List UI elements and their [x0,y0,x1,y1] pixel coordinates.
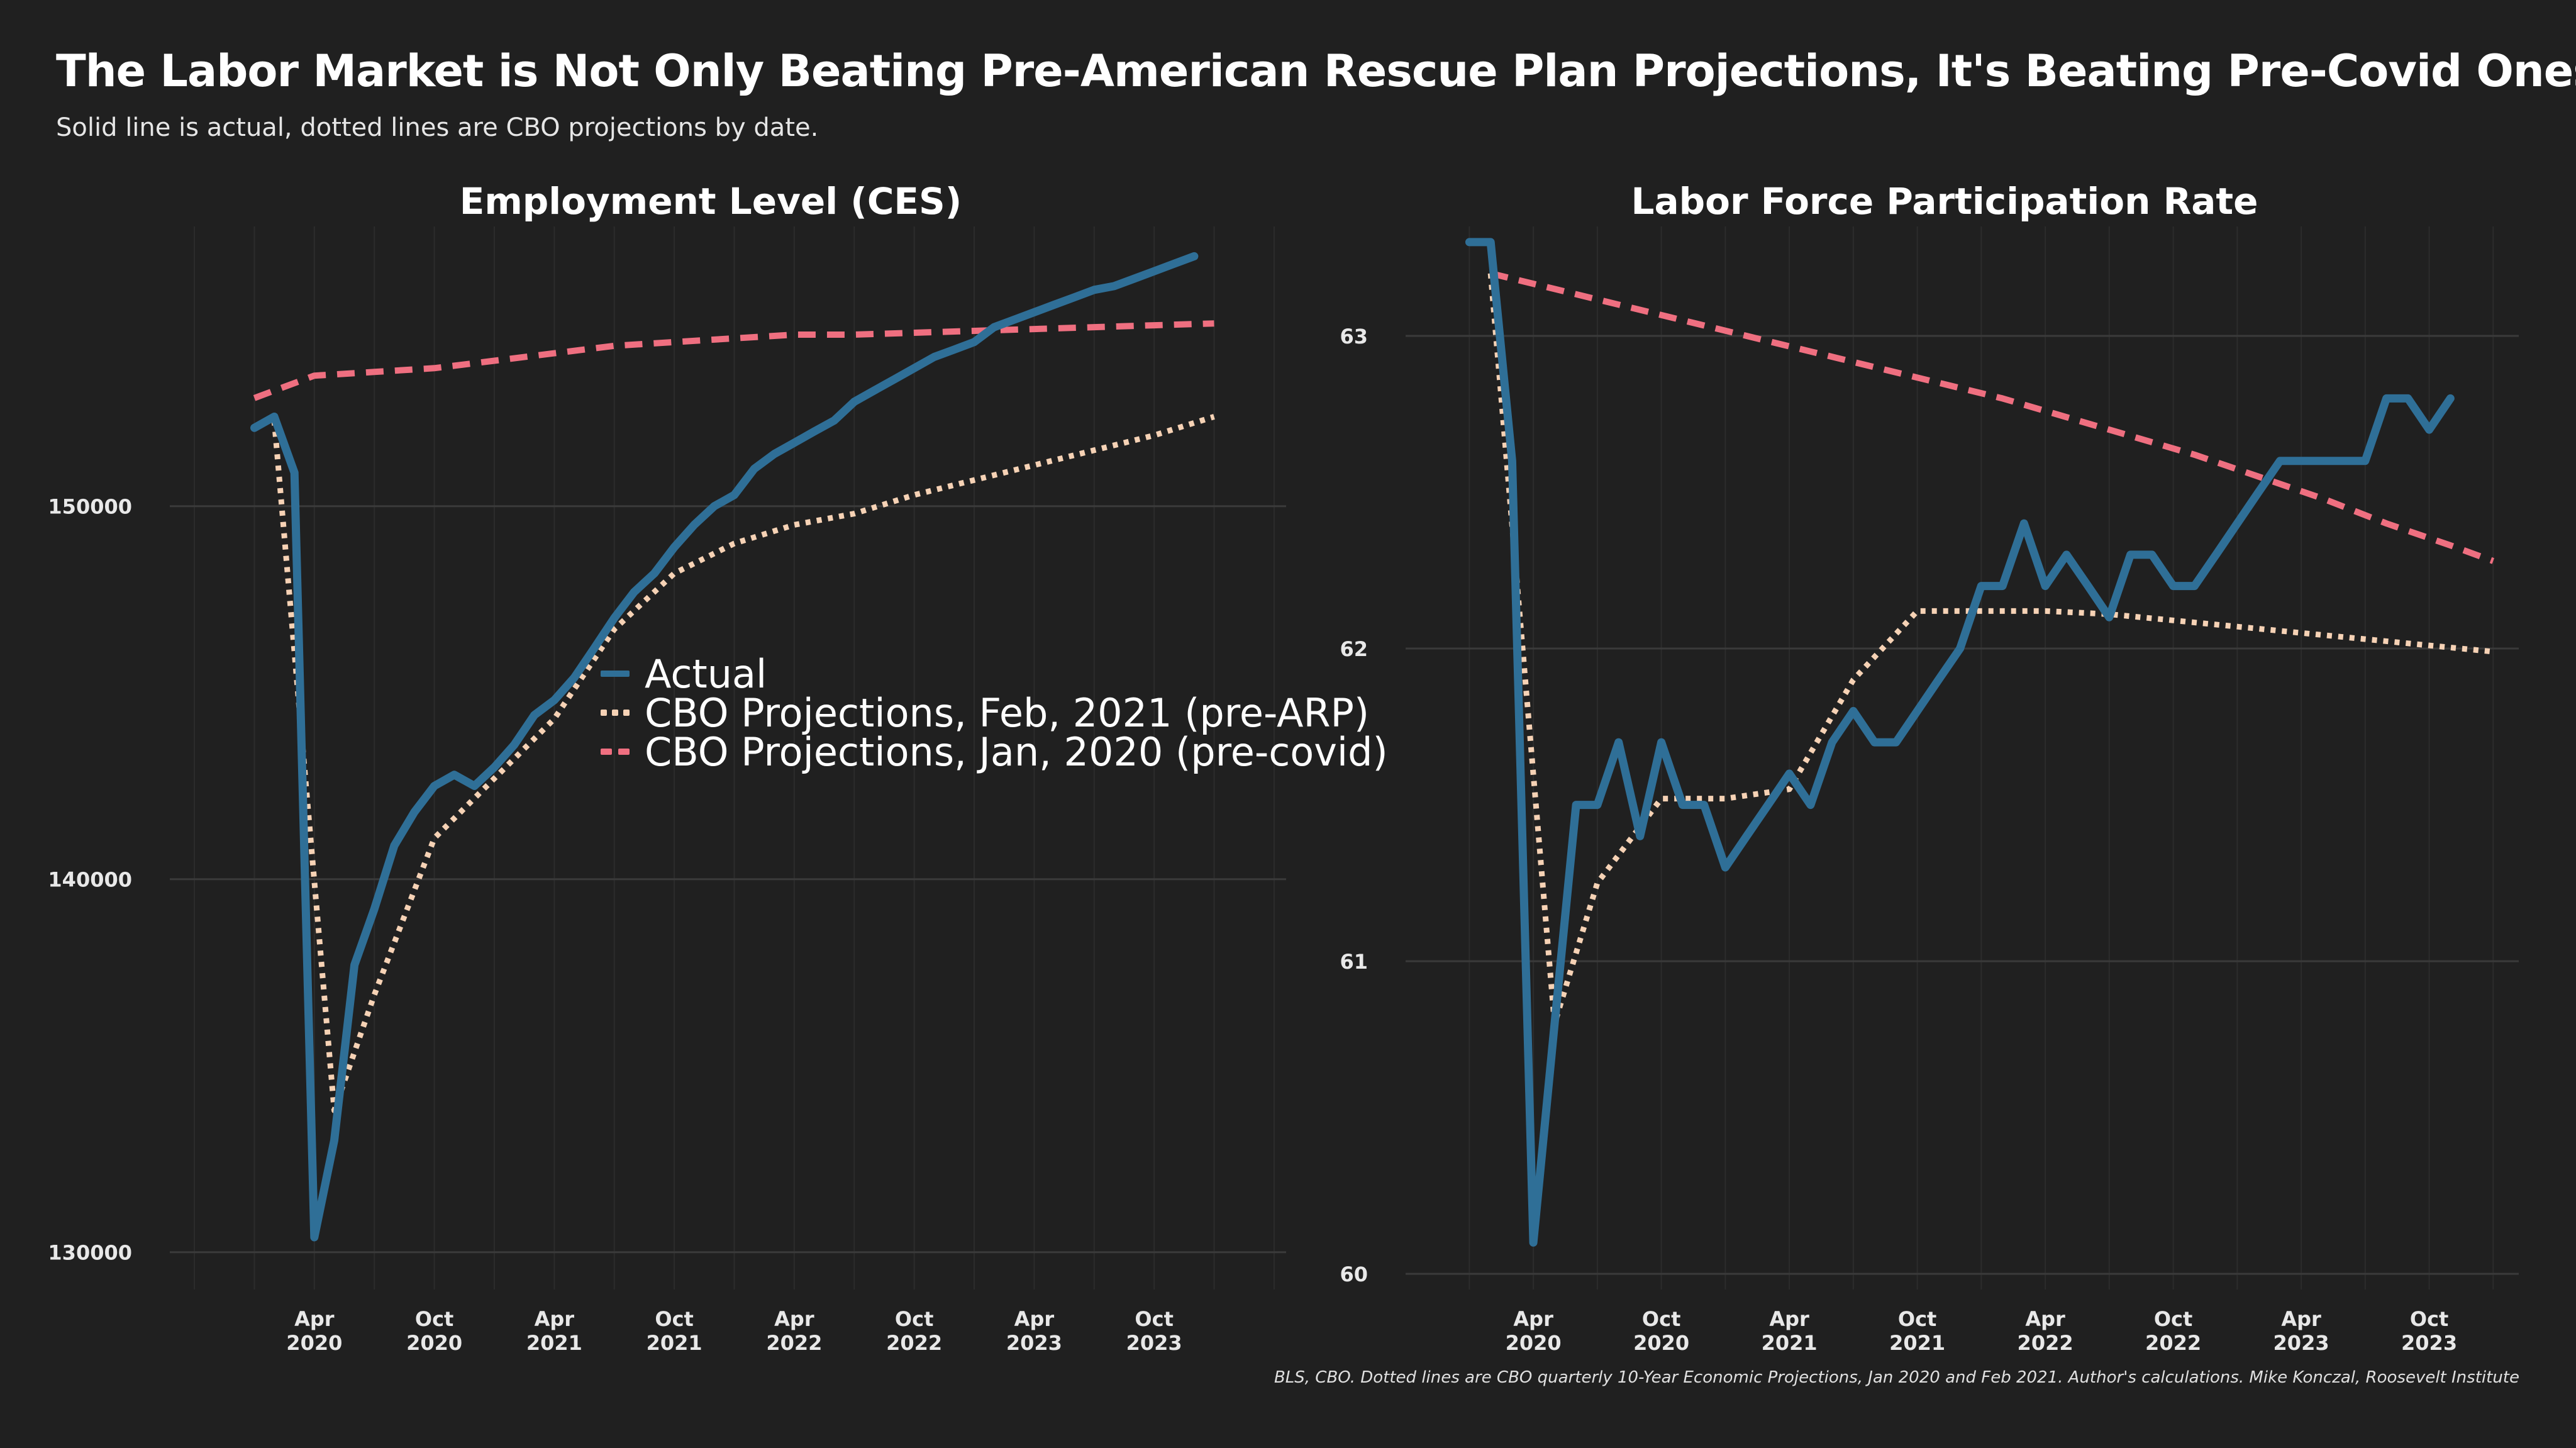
page-title: The Labor Market is Not Only Beating Pre… [56,45,2576,97]
legend-item-feb2021: CBO Projections, Feb, 2021 (pre-ARP) [601,690,1388,736]
x-tick-label: 2021 [1889,1331,1945,1355]
series-line-cbo-jan-2020 [253,320,1214,401]
x-tick-label: 2020 [286,1331,342,1355]
series-line-actual [1465,238,2455,1247]
x-tick-label: 2020 [406,1331,462,1355]
legend: Actual CBO Projections, Feb, 2021 (pre-A… [601,651,1388,775]
x-tick-label: 2021 [1762,1331,1818,1355]
y-tick-label: 140000 [48,868,132,892]
legend-key-jan2020 [601,749,632,755]
x-tick-label: Apr [1513,1307,1553,1331]
x-tick-label: Oct [415,1307,453,1331]
x-tick-label: 2023 [1006,1331,1062,1355]
page-subtitle: Solid line is actual, dotted lines are C… [56,113,819,142]
x-tick-label: Apr [1769,1307,1809,1331]
source-caption: BLS, CBO. Dotted lines are CBO quarterly… [1274,1368,2519,1387]
x-tick-label: Apr [1014,1307,1055,1331]
x-tick-label: 2020 [1506,1331,1562,1355]
legend-label-actual: Actual [645,650,767,697]
series-line-cbo-jan-2020 [1490,270,2495,564]
legend-key-actual [601,671,632,677]
x-tick-label: Oct [655,1307,693,1331]
y-tick-label: 130000 [48,1241,132,1265]
y-tick-label: 60 [1340,1262,1368,1286]
x-tick-label: Apr [774,1307,814,1331]
x-tick-label: Oct [1642,1307,1680,1331]
x-tick-label: 2023 [2273,1331,2329,1355]
x-tick-label: 2021 [647,1331,702,1355]
x-tick-label: Apr [2281,1307,2321,1331]
y-tick-label: 61 [1340,950,1368,974]
x-tick-label: 2022 [766,1331,822,1355]
panel-title: Labor Force Participation Rate [1631,180,2258,223]
x-tick-label: 2023 [2401,1331,2457,1355]
series-line-cbo-feb-2021 [1487,273,2494,1027]
x-tick-label: Apr [535,1307,575,1331]
x-tick-label: 2022 [2018,1331,2074,1355]
x-tick-label: 2020 [1633,1331,1689,1355]
legend-item-jan2020: CBO Projections, Jan, 2020 (pre-covid) [601,729,1388,775]
x-tick-label: Oct [2410,1307,2448,1331]
x-tick-label: 2022 [886,1331,942,1355]
panel-title: Employment Level (CES) [460,180,962,223]
x-tick-label: Oct [1898,1307,1936,1331]
x-tick-label: Oct [895,1307,933,1331]
x-tick-label: 2021 [526,1331,582,1355]
x-tick-label: Oct [2154,1307,2192,1331]
panel-lfpr: Labor Force Participation Rate60616263Ap… [1340,180,2519,1355]
x-tick-label: Apr [294,1307,335,1331]
x-tick-label: 2022 [2145,1331,2201,1355]
legend-item-actual: Actual [601,651,1388,697]
x-tick-label: Apr [2025,1307,2065,1331]
legend-label-feb2021: CBO Projections, Feb, 2021 (pre-ARP) [645,689,1370,736]
y-tick-label: 150000 [48,495,132,519]
legend-key-feb2021 [601,710,632,716]
legend-label-jan2020: CBO Projections, Jan, 2020 (pre-covid) [645,728,1388,775]
x-tick-label: Oct [1135,1307,1173,1331]
x-tick-label: 2023 [1126,1331,1182,1355]
y-tick-label: 63 [1340,325,1368,348]
